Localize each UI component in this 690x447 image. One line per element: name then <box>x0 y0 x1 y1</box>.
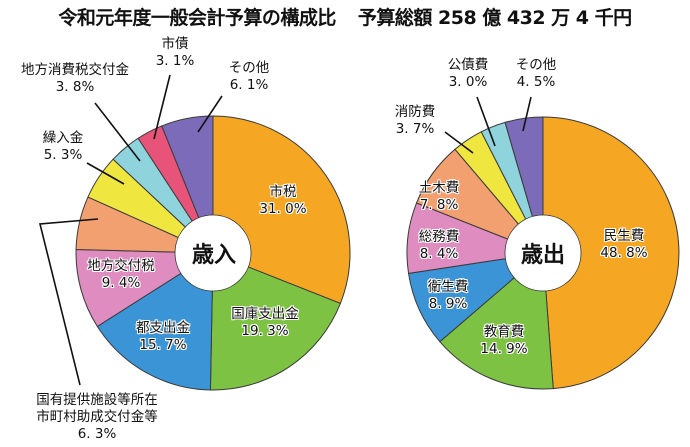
leader-line-shohizei <box>94 102 141 162</box>
expenditure-center-label: 歳出 <box>520 243 566 268</box>
pie-slice <box>96 252 214 391</box>
label-shohizei: 地方消費税交付金 3. 8% <box>21 62 129 95</box>
leader-line-sonota-exp <box>522 96 532 132</box>
label-kyoiku: 教育費 14. 9% <box>480 324 528 357</box>
label-kosai: 公債費 3. 0% <box>447 57 489 90</box>
pie-slice <box>209 252 342 391</box>
label-doboku: 土木費 7. 8% <box>418 180 460 213</box>
expenditure-center-hole <box>504 214 582 292</box>
label-chihokofu: 地方交付税 9. 4% <box>87 258 155 291</box>
label-toshishutsu: 都支出金 15. 7% <box>136 320 190 353</box>
pie-slice <box>542 116 680 390</box>
revenue-center-label: 歳入 <box>191 243 237 268</box>
label-minsei: 民生費 48. 8% <box>600 228 648 261</box>
leader-lines <box>38 74 532 386</box>
title-total: 予算総額 258 億 432 万 4 千円 <box>357 7 632 29</box>
revenue-center-hole <box>174 214 252 292</box>
leader-line-shobo <box>444 131 474 154</box>
label-somu: 総務費 8. 4% <box>418 229 460 262</box>
title-main: 令和元年度一般会計予算の構成比 <box>58 7 336 29</box>
leader-line-kokuyu <box>38 218 99 386</box>
leader-line-kosai <box>476 96 496 147</box>
label-shizei: 市税 31. 0% <box>259 184 307 217</box>
label-sonota-revenue: その他 6. 1% <box>228 60 270 93</box>
label-kurire: 繰入金 5. 3% <box>42 130 84 163</box>
leader-line-kurire <box>86 162 125 185</box>
label-sonota-expenditure: その他 4. 5% <box>515 57 557 90</box>
label-kokuyu: 国有提供施設等所在 市町村助成交付金等 6. 3% <box>36 392 158 442</box>
chart-title: 令和元年度一般会計予算の構成比 予算総額 258 億 432 万 4 千円 <box>0 3 690 30</box>
leader-line-sonota-rev <box>197 95 223 133</box>
label-shisai: 市債 3. 1% <box>155 36 195 69</box>
label-shobo: 消防費 3. 7% <box>394 104 436 137</box>
leader-line-shisai <box>153 74 171 140</box>
pie-slice <box>439 251 554 390</box>
label-kokko: 国庫支出金 19. 3% <box>231 306 299 339</box>
label-eisei: 衛生費 8. 9% <box>427 279 469 312</box>
